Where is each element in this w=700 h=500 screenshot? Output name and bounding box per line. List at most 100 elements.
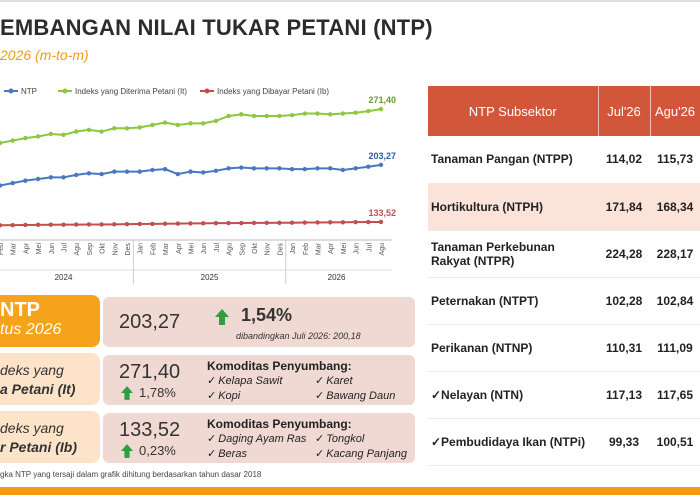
- data-point: [48, 222, 53, 227]
- top-divider: [0, 0, 700, 2]
- it-komoditas-item: ✓ Kelapa Sawit: [207, 375, 283, 387]
- ib-komoditas-item: ✓ Beras: [207, 448, 247, 460]
- x-tick-label: Des: [125, 243, 132, 256]
- it-komoditas-item: ✓ Karet: [315, 375, 353, 387]
- it-komoditas-item: ✓ Kopi: [207, 390, 241, 402]
- data-point: [302, 166, 307, 172]
- data-point: [353, 166, 358, 171]
- x-tick-label: Okt: [100, 243, 107, 254]
- table-row: Hortikultura (NTPH) 171,84 168,34: [428, 183, 700, 231]
- series-end-label: 133,52: [368, 208, 396, 218]
- data-point: [137, 221, 142, 227]
- data-point: [226, 220, 231, 226]
- x-tick-label: Jan: [290, 243, 297, 254]
- data-point: [277, 220, 282, 225]
- x-tick-label: Des: [277, 243, 284, 256]
- x-tick-label: Feb: [0, 243, 5, 255]
- x-tick-label: Nov: [265, 243, 272, 256]
- data-point: [162, 120, 168, 125]
- series-line: [0, 108, 382, 144]
- ib-komoditas-item: ✓ Daging Ayam Ras: [207, 433, 307, 445]
- data-point: [340, 111, 346, 116]
- x-tick-label: Mei: [341, 243, 348, 255]
- data-point: [23, 135, 28, 141]
- x-tick-label: Jun: [354, 243, 361, 254]
- ntp-line-chart: NTP Indeks yang Diterima Petani (It) Indek…: [0, 87, 396, 284]
- data-point: [226, 113, 231, 119]
- data-point: [35, 176, 41, 182]
- row-jul: 99,33: [598, 418, 650, 466]
- data-point: [277, 113, 282, 119]
- row-name: ✓Pembudidaya Ikan (NTPi): [428, 418, 598, 466]
- x-tick-label: Agu: [74, 243, 81, 256]
- check-icon: ✓: [207, 390, 217, 402]
- x-tick-label: Apr: [328, 242, 335, 254]
- data-point: [86, 127, 92, 133]
- data-point: [99, 129, 104, 134]
- data-point: [23, 222, 28, 228]
- data-point: [188, 121, 193, 126]
- data-point: [124, 169, 130, 174]
- year-group-label: 2025: [201, 273, 219, 282]
- data-point: [251, 220, 257, 226]
- legend-label: Indeks yang Dibayar Petani (Ib): [217, 87, 329, 96]
- ntp-value: 203,27: [119, 311, 181, 333]
- data-point: [239, 220, 244, 226]
- table-header-row: NTP Subsektor Jul'26 Agu'26: [428, 86, 700, 136]
- ib-card-label-line2: r Petani (Ib): [0, 439, 78, 455]
- ntp-card: 203,27 1,54% dibandingkan Juli 2026: 200…: [103, 297, 415, 347]
- page-subtitle: 2026 (m-to-m): [0, 47, 89, 63]
- row-name-line2: Rakyat (NTPR): [431, 253, 515, 268]
- data-point: [201, 221, 206, 226]
- row-name: ✓Nelayan (NTN): [428, 371, 598, 419]
- data-point: [213, 118, 219, 124]
- table-row: ✓Nelayan (NTN) 117,13 117,65: [428, 371, 700, 419]
- check-icon: ✓: [207, 433, 217, 445]
- data-point: [239, 165, 244, 170]
- check-icon: ✓: [315, 433, 325, 445]
- data-point: [213, 168, 219, 174]
- series-end-label: 271,40: [368, 95, 396, 105]
- table-row: ✓Pembudidaya Ikan (NTPi) 99,33 100,51: [428, 418, 700, 466]
- page-title: EMBANGAN NILAI TUKAR PETANI (NTP): [0, 15, 433, 40]
- ib-card-label: deks yang r Petani (Ib): [0, 411, 100, 463]
- data-point: [150, 221, 155, 227]
- data-point: [213, 220, 219, 226]
- x-tick-label: Mar: [11, 242, 18, 255]
- x-tick-label: Agu: [379, 243, 386, 256]
- x-tick-label: Okt: [252, 243, 259, 254]
- data-point: [315, 220, 320, 225]
- data-point: [378, 106, 384, 112]
- data-point: [302, 111, 307, 116]
- row-agu: 117,65: [650, 371, 700, 419]
- series-line: [0, 163, 382, 187]
- x-tick-label: Jan: [138, 243, 145, 254]
- data-point: [328, 166, 333, 171]
- row-name: Hortikultura (NTPH): [428, 183, 598, 231]
- data-point: [353, 219, 358, 225]
- ib-komoditas-title: Komoditas Penyumbang:: [207, 417, 352, 431]
- row-agu: 111,09: [650, 324, 700, 372]
- x-tick-label: Jun: [49, 243, 56, 254]
- arrow-up-icon: [215, 309, 229, 325]
- data-point: [23, 178, 28, 183]
- table-row: Perikanan (NTNP) 110,31 111,09: [428, 324, 700, 372]
- data-point: [239, 112, 244, 117]
- data-point: [175, 122, 180, 128]
- it-value: 271,40: [119, 361, 181, 383]
- data-point: [48, 175, 53, 180]
- data-point: [124, 221, 130, 227]
- data-point: [366, 219, 371, 225]
- x-tick-label: Mar: [163, 242, 170, 255]
- data-point: [340, 167, 346, 173]
- data-point: [35, 134, 41, 139]
- data-point: [162, 166, 168, 172]
- row-jul: 114,02: [598, 136, 650, 184]
- ib-change: 0,23%: [139, 443, 176, 458]
- table-row: Peternakan (NTPT) 102,28 102,84: [428, 277, 700, 325]
- row-agu: 115,73: [650, 136, 700, 184]
- x-tick-label: Jul: [62, 243, 69, 252]
- data-point: [10, 138, 15, 143]
- it-card-label-line2: a Petani (It): [0, 381, 76, 397]
- x-tick-label: Sep: [239, 243, 246, 256]
